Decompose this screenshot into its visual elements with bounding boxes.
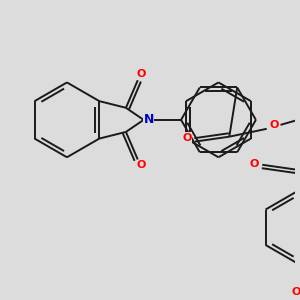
Text: O: O bbox=[292, 287, 300, 297]
Text: O: O bbox=[137, 160, 146, 170]
Text: N: N bbox=[143, 113, 154, 126]
Text: O: O bbox=[182, 133, 192, 143]
Text: O: O bbox=[249, 159, 259, 169]
Text: O: O bbox=[137, 69, 146, 79]
Text: O: O bbox=[270, 120, 279, 130]
